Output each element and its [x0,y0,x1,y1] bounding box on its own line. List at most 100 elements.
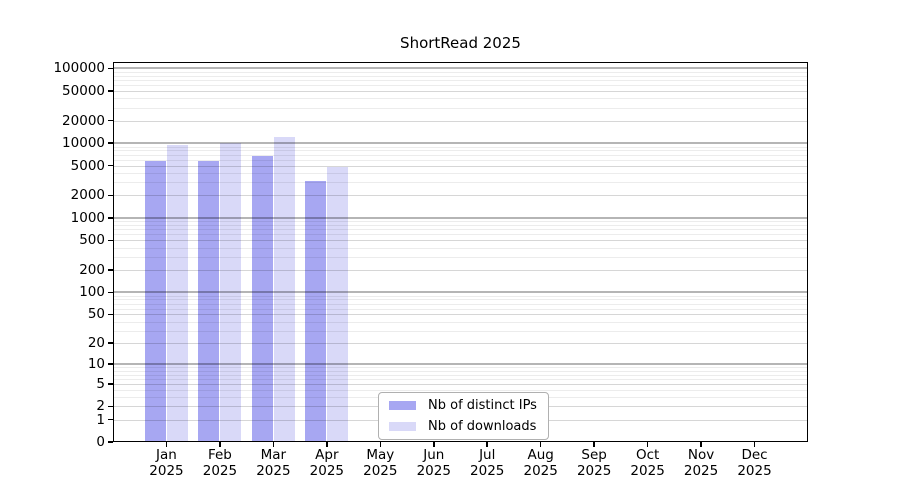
month-label-line2: 2025 [416,463,451,479]
bar-distinct-ips-feb [198,161,220,442]
y-tick-label: 50000 [62,82,105,99]
month-label-line1: Jul [479,447,496,463]
x-tick-label: Sep 2025 [562,447,626,479]
gridline-30 [113,330,808,332]
gridline-300 [113,256,808,258]
month-label-line2: 2025 [363,463,398,479]
month-label-line2: 2025 [737,463,772,479]
month-label-line2: 2025 [149,463,184,479]
bar-distinct-ips-mar [251,156,273,442]
y-tick-label: 100000 [53,60,105,77]
y-tick-mark [107,383,113,385]
bar-distinct-ips-apr [305,181,327,442]
gridline-100000 [113,67,808,70]
gridline-400 [113,247,808,249]
legend-item-downloads: Nb of downloads [379,416,548,437]
y-tick-label: 20000 [62,112,105,129]
gridline-1000 [113,216,808,219]
gridline-6 [113,378,808,380]
y-tick-label: 5000 [70,157,105,174]
month-label-line1: Aug [527,447,554,463]
x-tick-mark [486,442,488,447]
y-tick-mark [107,119,113,122]
month-label-line2: 2025 [683,463,719,479]
month-label-line1: Feb [207,447,232,463]
legend-item-label: Nb of downloads [428,419,537,434]
x-tick-mark [753,442,756,447]
y-tick-mark [107,164,113,167]
y-tick-mark [107,269,113,271]
gridline-4000 [113,172,808,174]
x-tick-mark [700,442,702,447]
gridline-200 [113,269,808,271]
gridline-100 [113,291,808,294]
x-tick-label: Jun 2025 [402,447,466,479]
gridline-30000 [113,107,808,109]
gridline-10 [113,363,808,366]
gridline-900 [113,221,808,223]
gridline-10000 [113,142,808,145]
y-tick-label: 200 [79,261,105,278]
gridline-800 [113,225,808,227]
legend-item-label: Nb of distinct IPs [428,398,537,413]
month-label-line1: Oct [635,447,660,463]
gridline-80000 [113,75,808,77]
gridline-90000 [113,71,808,73]
gridline-4 [113,389,808,391]
gridline-50 [113,314,808,316]
gridline-600 [113,234,808,236]
chart-title: ShortRead 2025 [400,34,521,52]
gridline-40000 [113,98,808,100]
x-tick-label: Jul 2025 [455,447,519,479]
gridline-9000 [113,146,808,148]
legend: Nb of distinct IPs Nb of downloads [378,392,549,440]
legend-swatch-icon [389,401,416,410]
month-label-line1: Apr [315,447,339,463]
x-tick-mark [539,442,542,447]
gridline-20 [113,343,808,345]
y-tick-mark [107,363,113,365]
y-tick-mark [107,142,113,144]
gridline-6000 [113,159,808,161]
y-tick-label: 10 [87,356,105,373]
y-tick-label: 5 [96,375,105,392]
x-tick-mark [326,442,328,447]
y-tick-mark [107,291,113,294]
gridline-700 [113,229,808,231]
gridline-50000 [113,90,808,92]
y-tick-mark [107,194,113,197]
y-tick-label: 20 [87,335,105,352]
gridline-80 [113,299,808,301]
month-label-line2: 2025 [576,463,612,479]
y-tick-mark [107,441,113,443]
gridline-70 [113,303,808,305]
x-tick-label: Dec 2025 [723,447,787,479]
gridline-500 [113,240,808,242]
gridline-7000 [113,154,808,156]
x-tick-label: Oct 2025 [616,447,680,479]
bar-downloads-feb [220,142,242,442]
bar-downloads-jan [166,144,188,442]
x-tick-label: May 2025 [348,447,412,479]
x-tick-mark [272,442,275,447]
y-tick-label: 1 [96,411,105,428]
x-tick-label: Aug 2025 [509,447,573,479]
month-label-line1: May [366,447,395,463]
bars-layer [113,62,808,442]
x-tick-mark [593,442,595,447]
gridline-8000 [113,150,808,152]
x-tick-label: Nov 2025 [669,447,733,479]
gridline-8 [113,370,808,372]
y-tick-mark [107,342,113,344]
y-tick-mark [107,239,113,242]
bar-downloads-mar [273,137,295,442]
bar-distinct-ips-jan [144,160,166,442]
bar-downloads-apr [327,167,349,442]
gridline-90 [113,295,808,297]
month-label-line2: 2025 [309,463,345,479]
month-label-line2: 2025 [630,463,665,479]
legend-swatch-icon [389,422,416,431]
month-label-line1: Nov [687,447,715,463]
plot-frame [113,62,808,442]
x-tick-mark [646,442,649,447]
